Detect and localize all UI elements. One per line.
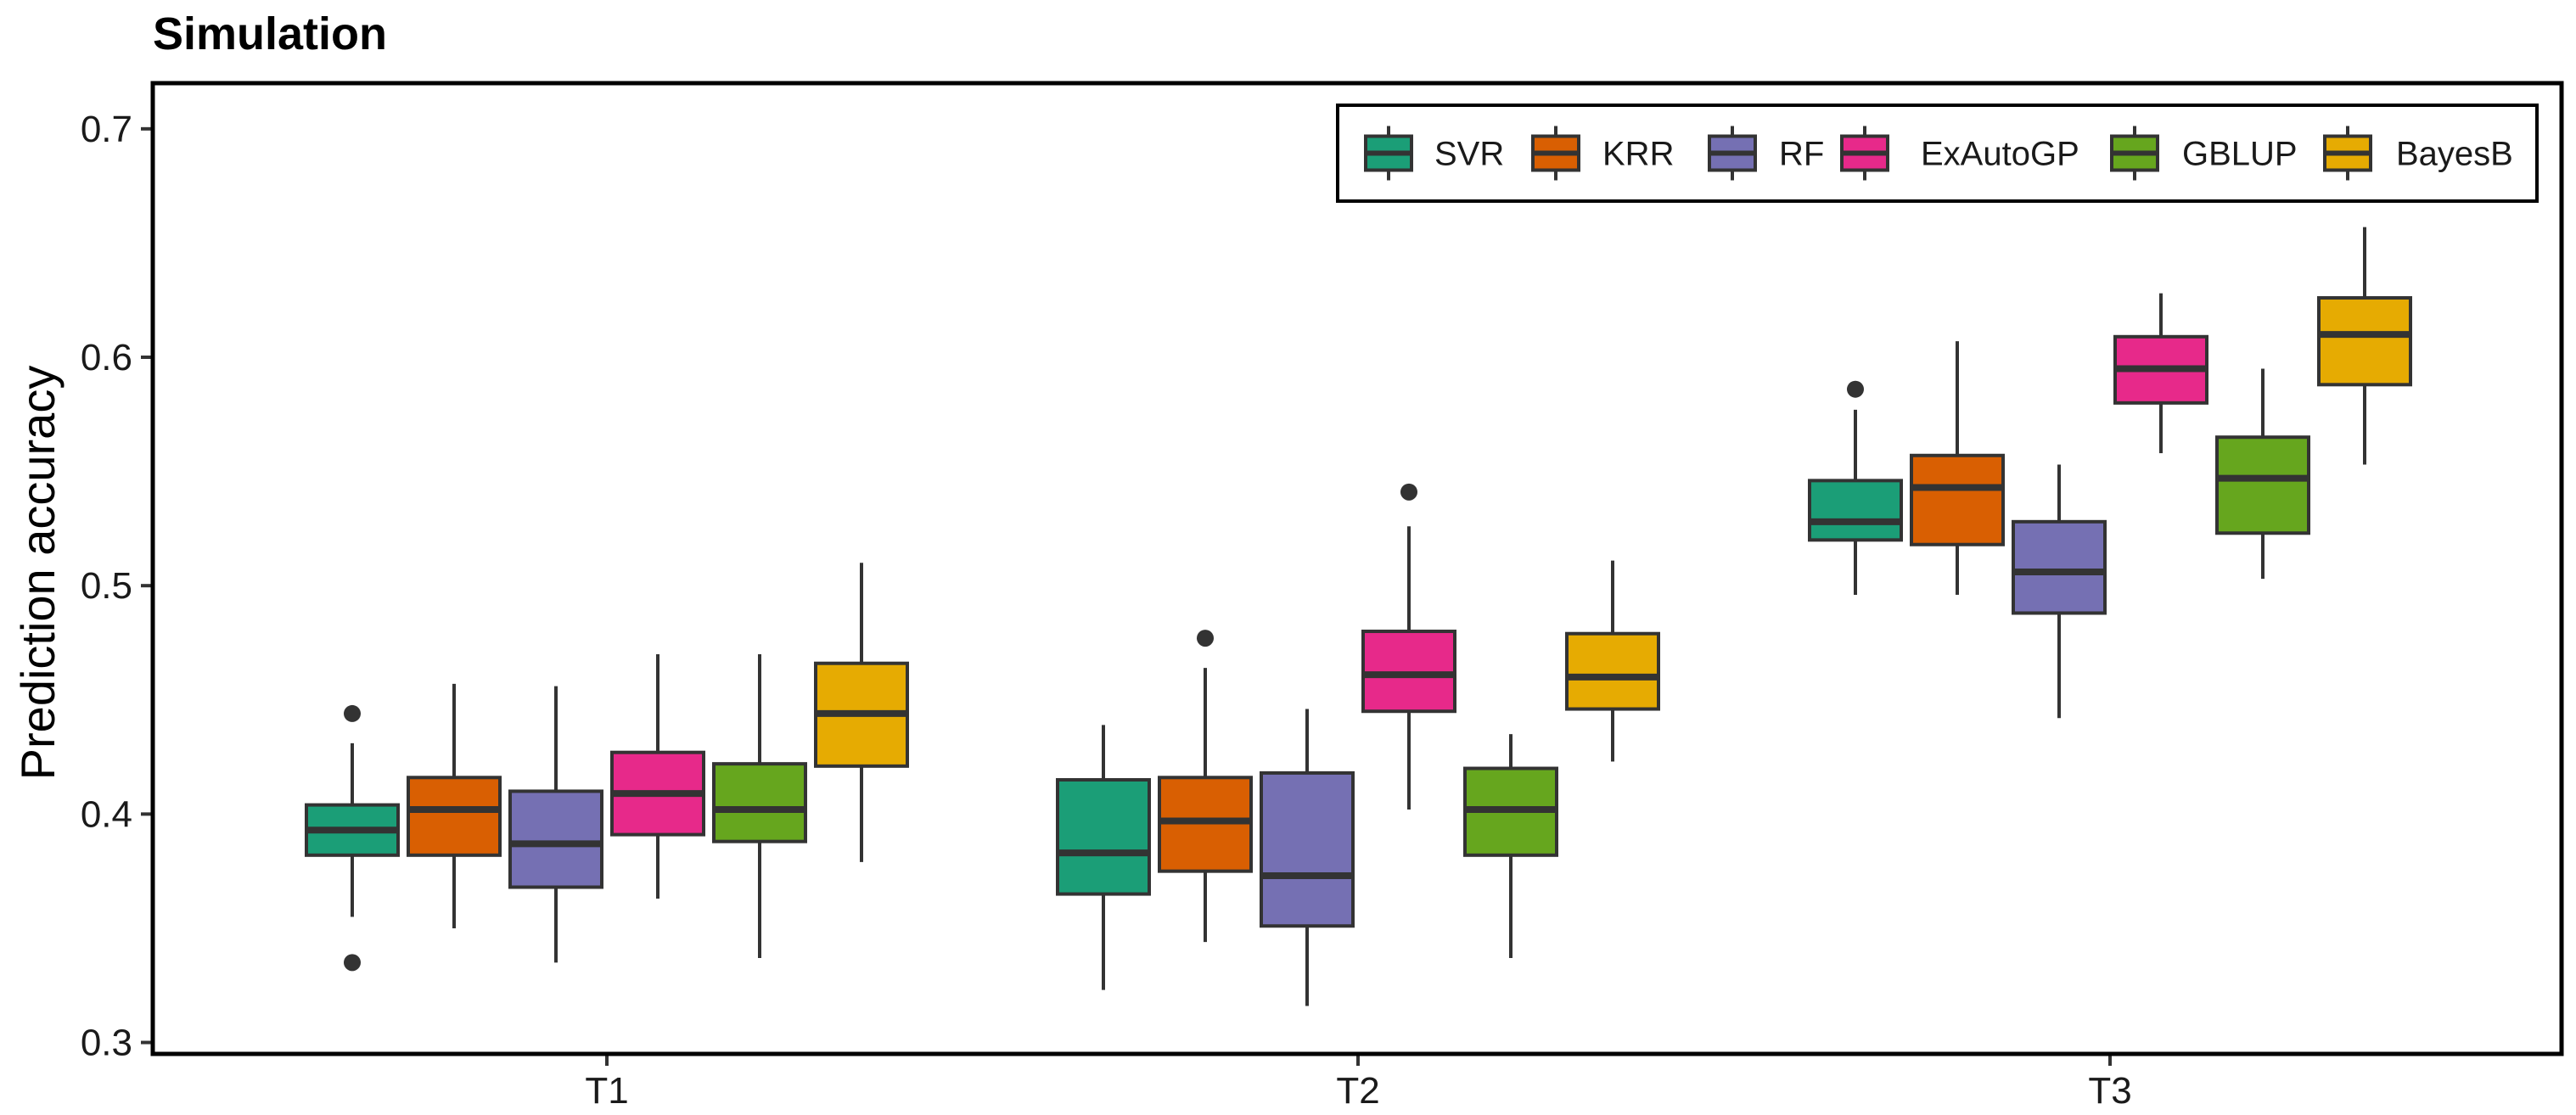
plot-border [150,81,2564,1056]
box-iqr [2012,519,2107,615]
chart-title: Simulation [153,8,387,59]
box-iqr [2215,435,2310,535]
y-tick-label: 0.7 [81,109,132,150]
box-iqr [1565,631,1660,711]
x-tick-label: T3 [2088,1070,2131,1112]
x-tick-label: T1 [585,1070,628,1112]
legend-item-svr: SVR [1364,126,1504,181]
box-iqr [1910,453,2005,546]
legend-label: GBLUP [2182,136,2298,173]
box-gblup-t2 [1463,734,1558,958]
box-exautogp-t2 [1361,483,1456,810]
box-krr-t1 [407,683,502,928]
box-iqr [712,762,807,843]
y-tick-label: 0.3 [81,1023,132,1064]
box-svr-t3 [1808,380,1903,595]
box-iqr [508,789,603,889]
legend-label: BayesB [2396,136,2513,173]
box-iqr [1808,479,1903,542]
box-rf-t3 [2012,464,2107,719]
box-iqr [1260,770,1355,928]
outlier-point [344,704,361,722]
legend-item-krr: KRR [1531,126,1674,181]
x-tick-label: T2 [1336,1070,1379,1112]
outlier-point [344,954,361,972]
legend: SVR KRR RF ExAutoGP GBLUP BayesB [1336,104,2539,203]
y-tick-label: 0.4 [81,793,132,835]
box-bayesb-t3 [2317,227,2412,465]
box-iqr [407,776,502,857]
box-krr-t3 [1910,341,2005,595]
legend-label: RF [1779,136,1824,173]
box-iqr [2317,296,2412,387]
box-iqr [1056,777,1151,896]
legend-label: ExAutoGP [1921,136,2079,173]
legend-item-exautogp: ExAutoGP [1840,126,2079,181]
outlier-point [1197,630,1214,647]
box-exautogp-t1 [610,653,705,899]
y-tick-label: 0.6 [81,337,132,378]
box-gblup-t1 [712,653,807,958]
y-axis-label: Prediction accuracy [11,366,65,781]
box-bayesb-t2 [1565,560,1660,762]
box-rf-t1 [508,686,603,963]
legend-item-rf: RF [1708,126,1824,181]
y-tick-label: 0.5 [81,565,132,607]
legend-label: KRR [1602,136,1674,173]
box-exautogp-t3 [2113,293,2208,454]
box-krr-t2 [1158,630,1253,943]
box-rf-t2 [1260,709,1355,1006]
legend-item-gblup: GBLUP [2110,126,2298,181]
box-svr-t1 [305,704,400,972]
legend-label: SVR [1434,136,1504,173]
box-gblup-t3 [2215,368,2310,580]
outlier-point [1400,483,1417,501]
box-iqr [1361,630,1456,714]
legend-item-bayesb: BayesB [2323,126,2513,181]
box-iqr [1158,776,1253,873]
box-svr-t2 [1056,725,1151,990]
box-bayesb-t1 [814,563,909,862]
plot-area: 0.3 0.4 0.5 0.6 0.7 T1 T2 T3 [81,81,2564,1112]
outlier-point [1847,380,1864,398]
